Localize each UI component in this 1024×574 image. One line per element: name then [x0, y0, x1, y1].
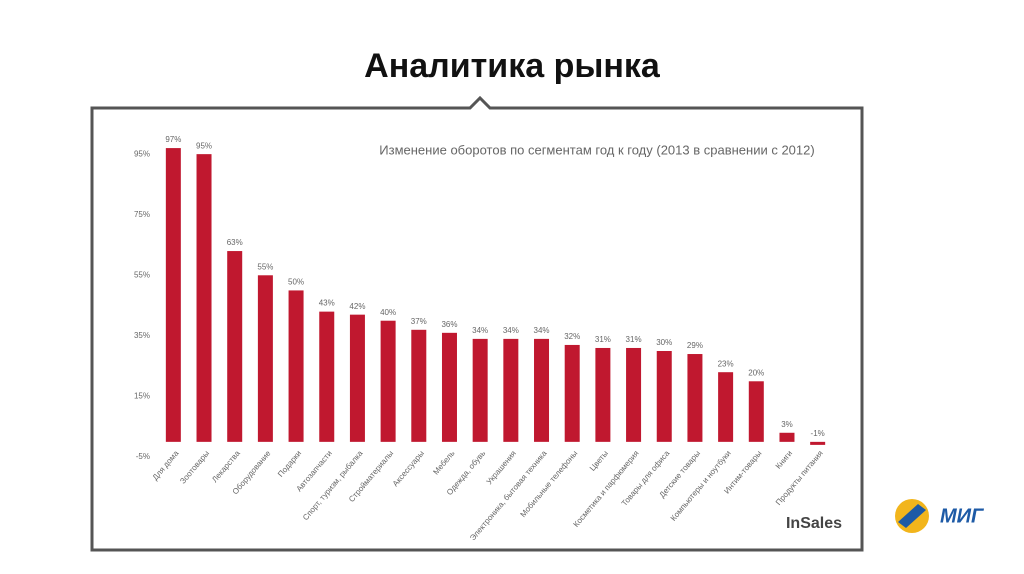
brand-rocket [898, 504, 926, 528]
value-label: 34% [534, 326, 550, 335]
bar [779, 432, 795, 442]
value-label: 42% [349, 302, 365, 311]
value-label: 43% [319, 299, 335, 308]
value-label: -1% [811, 429, 825, 438]
value-label: 55% [257, 262, 273, 271]
value-label: 20% [748, 368, 764, 377]
chart-title: Изменение оборотов по сегментам год к го… [379, 142, 814, 157]
brand-mark [895, 499, 929, 533]
bar [411, 329, 427, 442]
bar [380, 320, 396, 442]
value-label: 37% [411, 317, 427, 326]
value-label: 3% [781, 420, 793, 429]
y-tick-label: 15% [134, 392, 150, 401]
bar [595, 347, 611, 442]
value-label: 40% [380, 308, 396, 317]
value-label: 50% [288, 278, 304, 287]
bar [626, 347, 642, 442]
bar [227, 251, 243, 442]
y-tick-label: 35% [134, 331, 150, 340]
bar [748, 381, 764, 442]
bar [288, 290, 304, 442]
slide-title: Аналитика рынка [364, 47, 661, 85]
value-label: 34% [472, 326, 488, 335]
value-label: 31% [595, 335, 611, 344]
bar [656, 351, 672, 442]
value-label: 95% [196, 141, 212, 150]
bar [718, 372, 734, 442]
value-label: 34% [503, 326, 519, 335]
bar [687, 354, 703, 442]
value-label: 30% [656, 338, 672, 347]
y-tick-label: 95% [134, 149, 150, 158]
bar [196, 154, 212, 442]
bar [349, 314, 365, 442]
value-label: 97% [165, 135, 181, 144]
y-tick-label: 75% [134, 210, 150, 219]
bar [472, 338, 488, 442]
brand-logo: МИГ [940, 505, 985, 527]
bar [165, 148, 181, 442]
bar [810, 441, 826, 445]
bar [319, 311, 335, 442]
source-logo: InSales [786, 515, 842, 532]
bar [257, 275, 273, 442]
bar [564, 344, 580, 442]
bar [503, 338, 519, 442]
value-label: 31% [626, 335, 642, 344]
value-label: 32% [564, 332, 580, 341]
value-label: 63% [227, 238, 243, 247]
value-label: 29% [687, 341, 703, 350]
bar [534, 338, 550, 442]
bar [441, 332, 457, 442]
y-tick-label: -5% [136, 452, 150, 461]
value-label: 36% [441, 320, 457, 329]
value-label: 23% [718, 359, 734, 368]
y-tick-label: 55% [134, 270, 150, 279]
